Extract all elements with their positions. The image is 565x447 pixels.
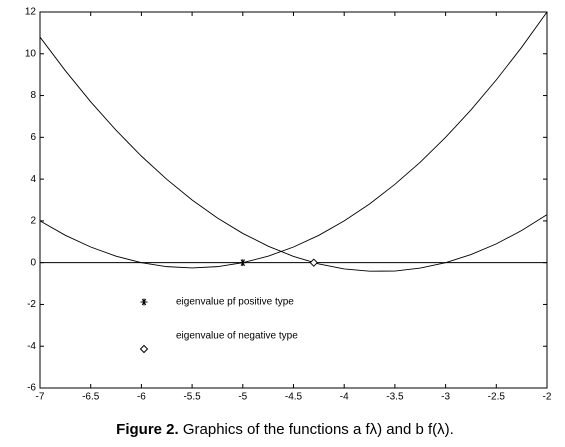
x-tick-label: -5: [238, 392, 247, 403]
y-tick-label: -2: [27, 299, 36, 310]
curve: [39, 36, 548, 272]
y-tick-label: -6: [27, 383, 36, 394]
legend-symbol: [140, 298, 148, 306]
y-tick-label: 2: [30, 216, 36, 227]
caption: Figure 2. Graphics of the functions a fλ…: [116, 421, 454, 438]
x-tick-label: -6.5: [82, 392, 100, 403]
x-tick-label: -4.5: [285, 392, 303, 403]
marker: [239, 259, 247, 267]
x-tick-label: -4: [340, 392, 349, 403]
x-tick-label: -2.5: [488, 392, 506, 403]
caption-text: Graphics of the functions a fλ) and b f(…: [183, 421, 454, 438]
y-tick-label: 8: [30, 90, 36, 101]
x-tick-label: -7: [36, 392, 45, 403]
x-tick-label: -3.5: [386, 392, 404, 403]
legend-symbol: [139, 344, 149, 354]
y-tick-label: 0: [30, 257, 36, 268]
y-tick-label: 12: [25, 7, 37, 18]
x-tick-label: -3: [441, 392, 450, 403]
y-tick-label: 4: [30, 174, 36, 185]
y-tick-label: 6: [30, 132, 36, 143]
x-tick-label: -2: [543, 392, 552, 403]
caption-label: Figure 2.: [116, 421, 179, 438]
x-tick-label: -6: [137, 392, 146, 403]
y-tick-label: 10: [25, 48, 37, 59]
x-tick-label: -5.5: [183, 392, 201, 403]
marker: [309, 258, 318, 267]
legend-label: eigenvalue pf positive type: [176, 297, 294, 308]
y-tick-label: -4: [27, 341, 36, 352]
legend-label: eigenvalue of negative type: [176, 331, 298, 342]
curve: [39, 11, 548, 269]
